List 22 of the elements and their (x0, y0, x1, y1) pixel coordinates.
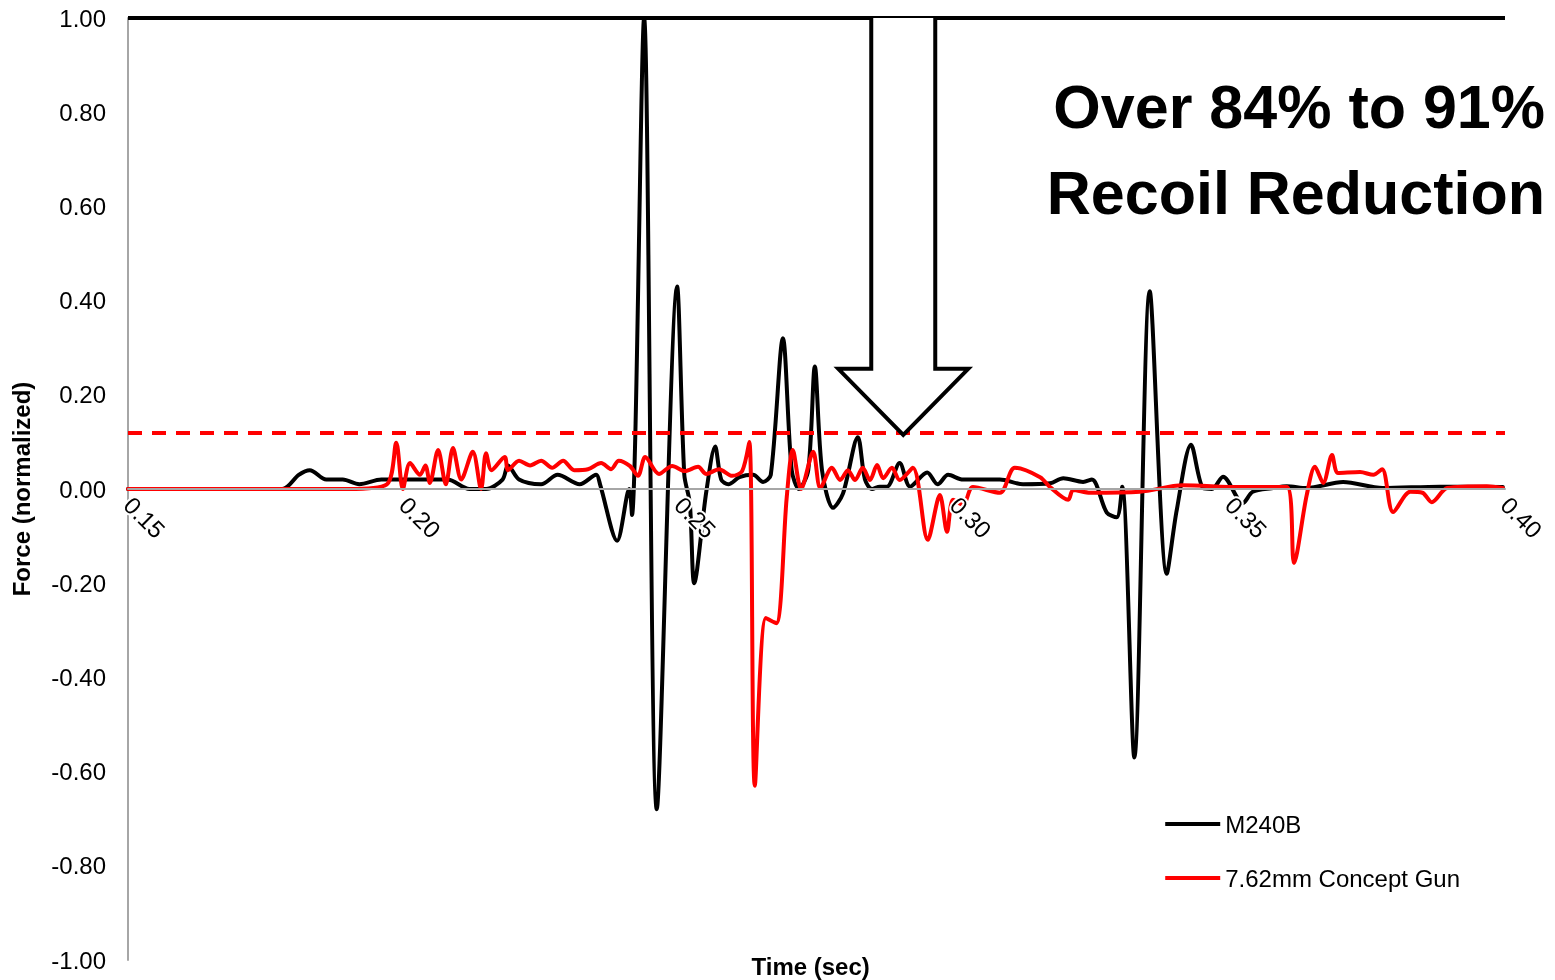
x-axis-title: Time (sec) (751, 952, 870, 980)
x-tick-label: 0.20 (393, 491, 446, 544)
y-tick-label: -0.40 (51, 663, 106, 691)
legend-label: 7.62mm Concept Gun (1225, 864, 1461, 892)
y-tick-label: -0.80 (51, 852, 106, 880)
y-tick-label: -1.00 (51, 946, 106, 974)
y-tick-label: -0.60 (51, 758, 106, 786)
x-tick-label: 0.15 (118, 491, 171, 544)
x-tick-label: 0.35 (1220, 491, 1273, 544)
y-tick-label: 1.00 (59, 4, 106, 32)
legend-label: M240B (1225, 810, 1302, 838)
y-tick-label: 0.40 (59, 287, 106, 315)
annotation: Recoil Reduction (1046, 158, 1545, 227)
y-tick-label: -0.20 (51, 569, 106, 597)
x-tick-label: 0.30 (944, 491, 997, 544)
y-tick-label: 0.60 (59, 192, 106, 220)
annotation: Over 84% to 91% (1053, 72, 1546, 141)
y-tick-label: 0.80 (59, 98, 106, 126)
y-tick-label: 0.00 (59, 475, 106, 503)
x-tick-label: 0.40 (1495, 491, 1548, 544)
y-axis-title: Force (normalized) (7, 381, 35, 597)
y-tick-label: 0.20 (59, 381, 106, 409)
